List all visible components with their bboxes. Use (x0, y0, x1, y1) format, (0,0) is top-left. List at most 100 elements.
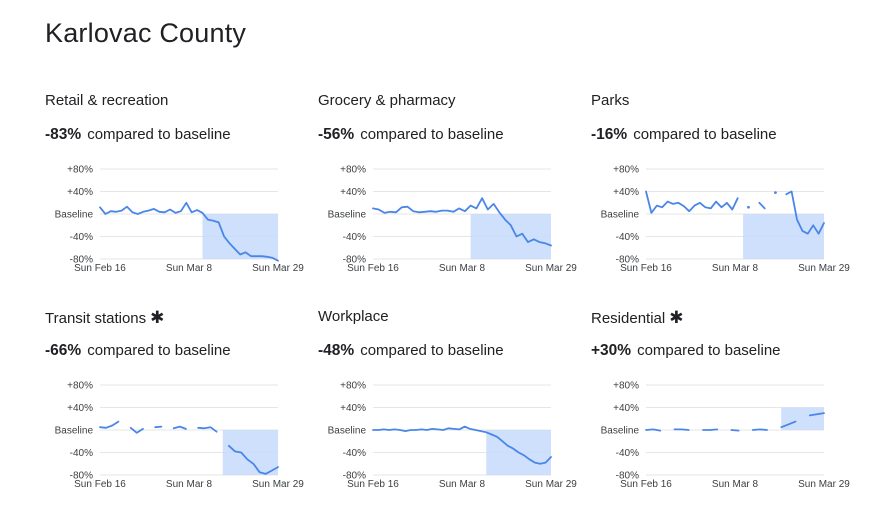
chart-title-text: Residential (591, 310, 666, 327)
summary-percent: -83% (45, 126, 82, 143)
y-tick-label: +40% (67, 403, 93, 414)
y-tick-label: -40% (616, 232, 639, 243)
chart-plot: +80% +40% Baseline -40% -80%Sun Feb 16 Sun Ma… (601, 165, 851, 275)
chart-summary: -48% compared to baseline (318, 342, 504, 360)
chart-title: Parks (591, 92, 629, 109)
series-line (730, 429, 740, 432)
summary-label: compared to baseline (633, 126, 777, 143)
chart-summary: -83% compared to baseline (45, 126, 231, 144)
y-tick-label: +40% (340, 187, 366, 198)
chart-plot: +80% +40% Baseline -40% -80%Sun Feb 16 Sun Ma… (55, 381, 305, 491)
chart-title-text: Retail & recreation (45, 92, 169, 109)
below-baseline-shade (222, 430, 278, 475)
x-tick-label: Sun Mar 8 (166, 263, 213, 274)
series-line (99, 420, 120, 429)
y-tick-label: -40% (616, 448, 639, 459)
series-line (372, 425, 552, 465)
chart-title-text: Workplace (318, 308, 389, 325)
x-tick-label: Sun Mar 8 (439, 479, 486, 490)
y-tick-label: -80% (343, 255, 366, 266)
y-tick-label: -80% (343, 471, 366, 482)
summary-label: compared to baseline (360, 342, 504, 359)
summary-percent: -66% (45, 342, 82, 359)
chart-title-text: Grocery & pharmacy (318, 92, 456, 109)
y-tick-label: -40% (70, 448, 93, 459)
y-tick-label: -80% (616, 255, 639, 266)
x-tick-label: Sun Mar 8 (439, 263, 486, 274)
series-line (785, 190, 825, 235)
y-tick-label: Baseline (328, 426, 367, 437)
chart-panel: Grocery & pharmacy -56% compared to baseli… (318, 92, 588, 292)
series-line (228, 444, 279, 475)
below-baseline-shade (743, 214, 824, 259)
series-line (645, 190, 739, 214)
chart-title: Transit stations ✱ (45, 308, 164, 328)
x-tick-label: Sun Feb 16 (74, 263, 126, 274)
y-tick-label: -80% (616, 471, 639, 482)
x-tick-label: Sun Feb 16 (347, 479, 399, 490)
chart-title: Grocery & pharmacy (318, 92, 456, 109)
series-line (172, 425, 187, 430)
y-tick-label: +40% (613, 403, 639, 414)
series-line (751, 428, 768, 431)
chart-summary: -16% compared to baseline (591, 126, 777, 144)
y-tick-label: +40% (67, 187, 93, 198)
y-tick-label: -40% (343, 448, 366, 459)
chart-panel: Parks -16% compared to baseline +80% +40% Bas… (591, 92, 861, 292)
y-tick-label: +80% (340, 165, 366, 176)
series-line (808, 412, 825, 417)
x-tick-label: Sun Mar 29 (252, 263, 304, 274)
asterisk-icon: ✱ (150, 308, 165, 327)
summary-percent: -48% (318, 342, 355, 359)
x-tick-label: Sun Mar 29 (525, 479, 577, 490)
summary-percent: +30% (591, 342, 632, 359)
chart-plot: +80% +40% Baseline -40% -80%Sun Feb 16 Sun Ma… (55, 165, 305, 275)
x-tick-label: Sun Mar 29 (252, 479, 304, 490)
x-tick-label: Sun Feb 16 (620, 479, 672, 490)
chart-summary: +30% compared to baseline (591, 342, 781, 360)
series-line (99, 201, 279, 262)
chart-plot: +80% +40% Baseline -40% -80%Sun Feb 16 Sun Ma… (328, 165, 578, 275)
summary-label: compared to baseline (360, 126, 504, 143)
summary-label: compared to baseline (87, 126, 231, 143)
series-line (702, 428, 719, 431)
chart-summary: -56% compared to baseline (318, 126, 504, 144)
series-line (758, 201, 766, 210)
y-tick-label: +40% (340, 403, 366, 414)
series-line (154, 425, 163, 429)
summary-label: compared to baseline (637, 342, 781, 359)
chart-plot: +80% +40% Baseline -40% -80%Sun Feb 16 Sun Ma… (601, 381, 851, 491)
y-tick-label: -40% (343, 232, 366, 243)
y-tick-label: Baseline (328, 210, 367, 221)
below-baseline-shade (781, 407, 824, 430)
chart-title: Residential ✱ (591, 308, 683, 328)
chart-title: Retail & recreation (45, 92, 168, 109)
chart-title: Workplace (318, 308, 389, 325)
data-point (774, 191, 777, 195)
x-tick-label: Sun Feb 16 (620, 263, 672, 274)
chart-panel: Residential ✱ +30% compared to baseline +80%… (591, 308, 861, 508)
x-tick-label: Sun Feb 16 (347, 263, 399, 274)
x-tick-label: Sun Mar 8 (166, 479, 213, 490)
summary-label: compared to baseline (87, 342, 231, 359)
series-line (673, 428, 690, 431)
chart-title-text: Parks (591, 92, 630, 109)
y-tick-label: -80% (70, 471, 93, 482)
y-tick-label: +80% (67, 381, 93, 392)
y-tick-label: +40% (613, 187, 639, 198)
series-line (197, 426, 218, 433)
page-title: Karlovac County (45, 18, 247, 48)
y-tick-label: +80% (67, 165, 93, 176)
x-tick-label: Sun Mar 29 (525, 263, 577, 274)
y-tick-label: Baseline (55, 426, 94, 437)
y-tick-label: Baseline (601, 210, 640, 221)
series-line (129, 426, 144, 434)
chart-panel: Transit stations ✱ -66% compared to baselin… (45, 308, 315, 508)
y-tick-label: +80% (613, 381, 639, 392)
chart-plot: +80% +40% Baseline -40% -80%Sun Feb 16 Sun Ma… (328, 381, 578, 491)
chart-summary: -66% compared to baseline (45, 342, 231, 360)
asterisk-icon: ✱ (669, 308, 684, 327)
x-tick-label: Sun Mar 8 (712, 263, 759, 274)
x-tick-label: Sun Mar 8 (712, 479, 759, 490)
series-line (372, 197, 552, 247)
